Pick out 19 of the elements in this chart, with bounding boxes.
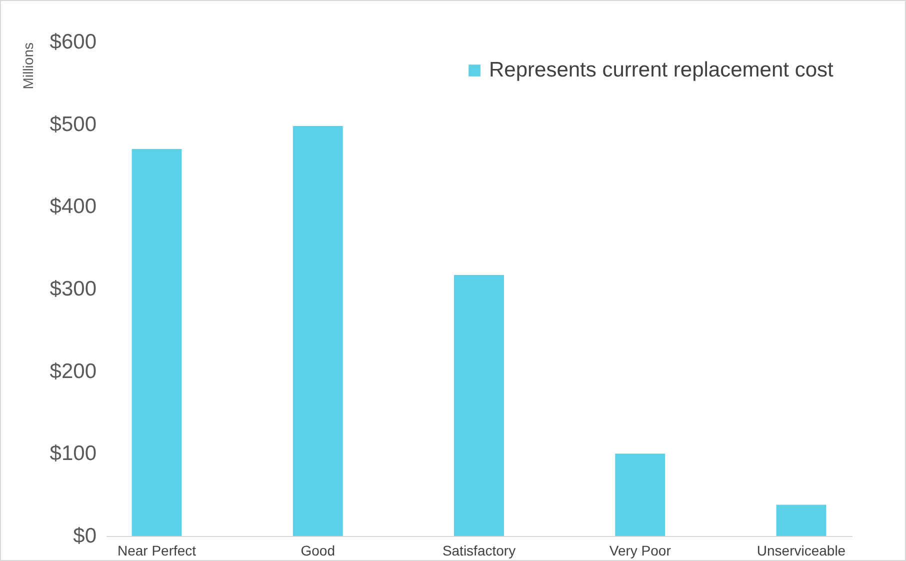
- y-tick-label: $100: [50, 442, 96, 466]
- x-tick-label: Near Perfect: [117, 542, 196, 558]
- x-tick-label: Unserviceable: [756, 542, 846, 558]
- y-tick-label: $300: [50, 278, 96, 300]
- y-tick-label: $600: [50, 30, 96, 54]
- x-tick-label: Very Poor: [609, 542, 672, 558]
- x-tick-label: Satisfactory: [442, 542, 516, 558]
- bar: [776, 504, 826, 536]
- bar: [132, 149, 182, 536]
- y-tick-label: $200: [50, 360, 96, 383]
- y-tick-label: $0: [73, 524, 96, 548]
- y-tick-label: $400: [50, 195, 96, 218]
- y-axis-title: Millions: [20, 42, 36, 90]
- x-tick-label: Good: [300, 542, 335, 558]
- bar: [454, 275, 504, 536]
- legend-label: Represents current replacement cost: [489, 58, 834, 82]
- bar: [292, 126, 343, 536]
- y-tick-label: $500: [50, 112, 96, 136]
- bar: [615, 454, 666, 536]
